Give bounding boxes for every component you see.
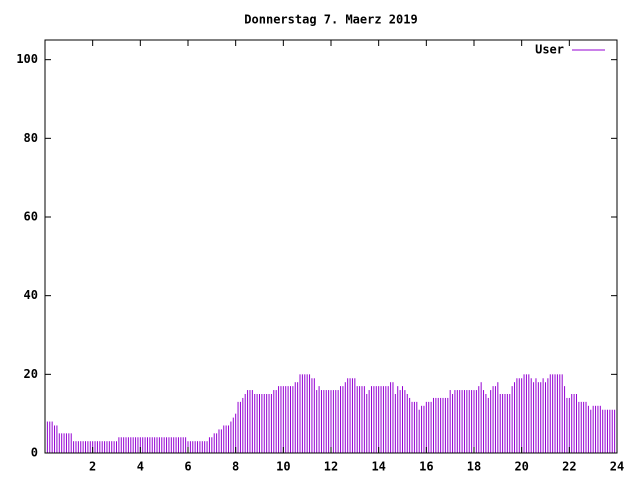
y-tick-label: 0	[31, 446, 38, 460]
y-tick-label: 20	[24, 367, 38, 381]
y-tick-label: 80	[24, 131, 38, 145]
x-tick-label: 20	[514, 460, 528, 474]
legend-label: User	[535, 43, 564, 57]
x-tick-label: 18	[467, 460, 481, 474]
plot-border	[44, 39, 618, 454]
x-tick-label: 6	[184, 460, 191, 474]
y-tick-label: 100	[16, 52, 38, 66]
x-tick-label: 2	[89, 460, 96, 474]
y-tick-label: 40	[24, 288, 38, 302]
x-tick-label: 12	[324, 460, 338, 474]
x-tick-label: 10	[276, 460, 290, 474]
x-tick-label: 24	[610, 460, 624, 474]
chart-title: Donnerstag 7. Maerz 2019	[244, 13, 417, 27]
x-tick-label: 4	[137, 460, 144, 474]
y-tick-label: 60	[24, 210, 38, 224]
x-tick-label: 16	[419, 460, 433, 474]
x-tick-label: 22	[562, 460, 576, 474]
x-tick-label: 14	[371, 460, 385, 474]
x-tick-label: 8	[232, 460, 239, 474]
